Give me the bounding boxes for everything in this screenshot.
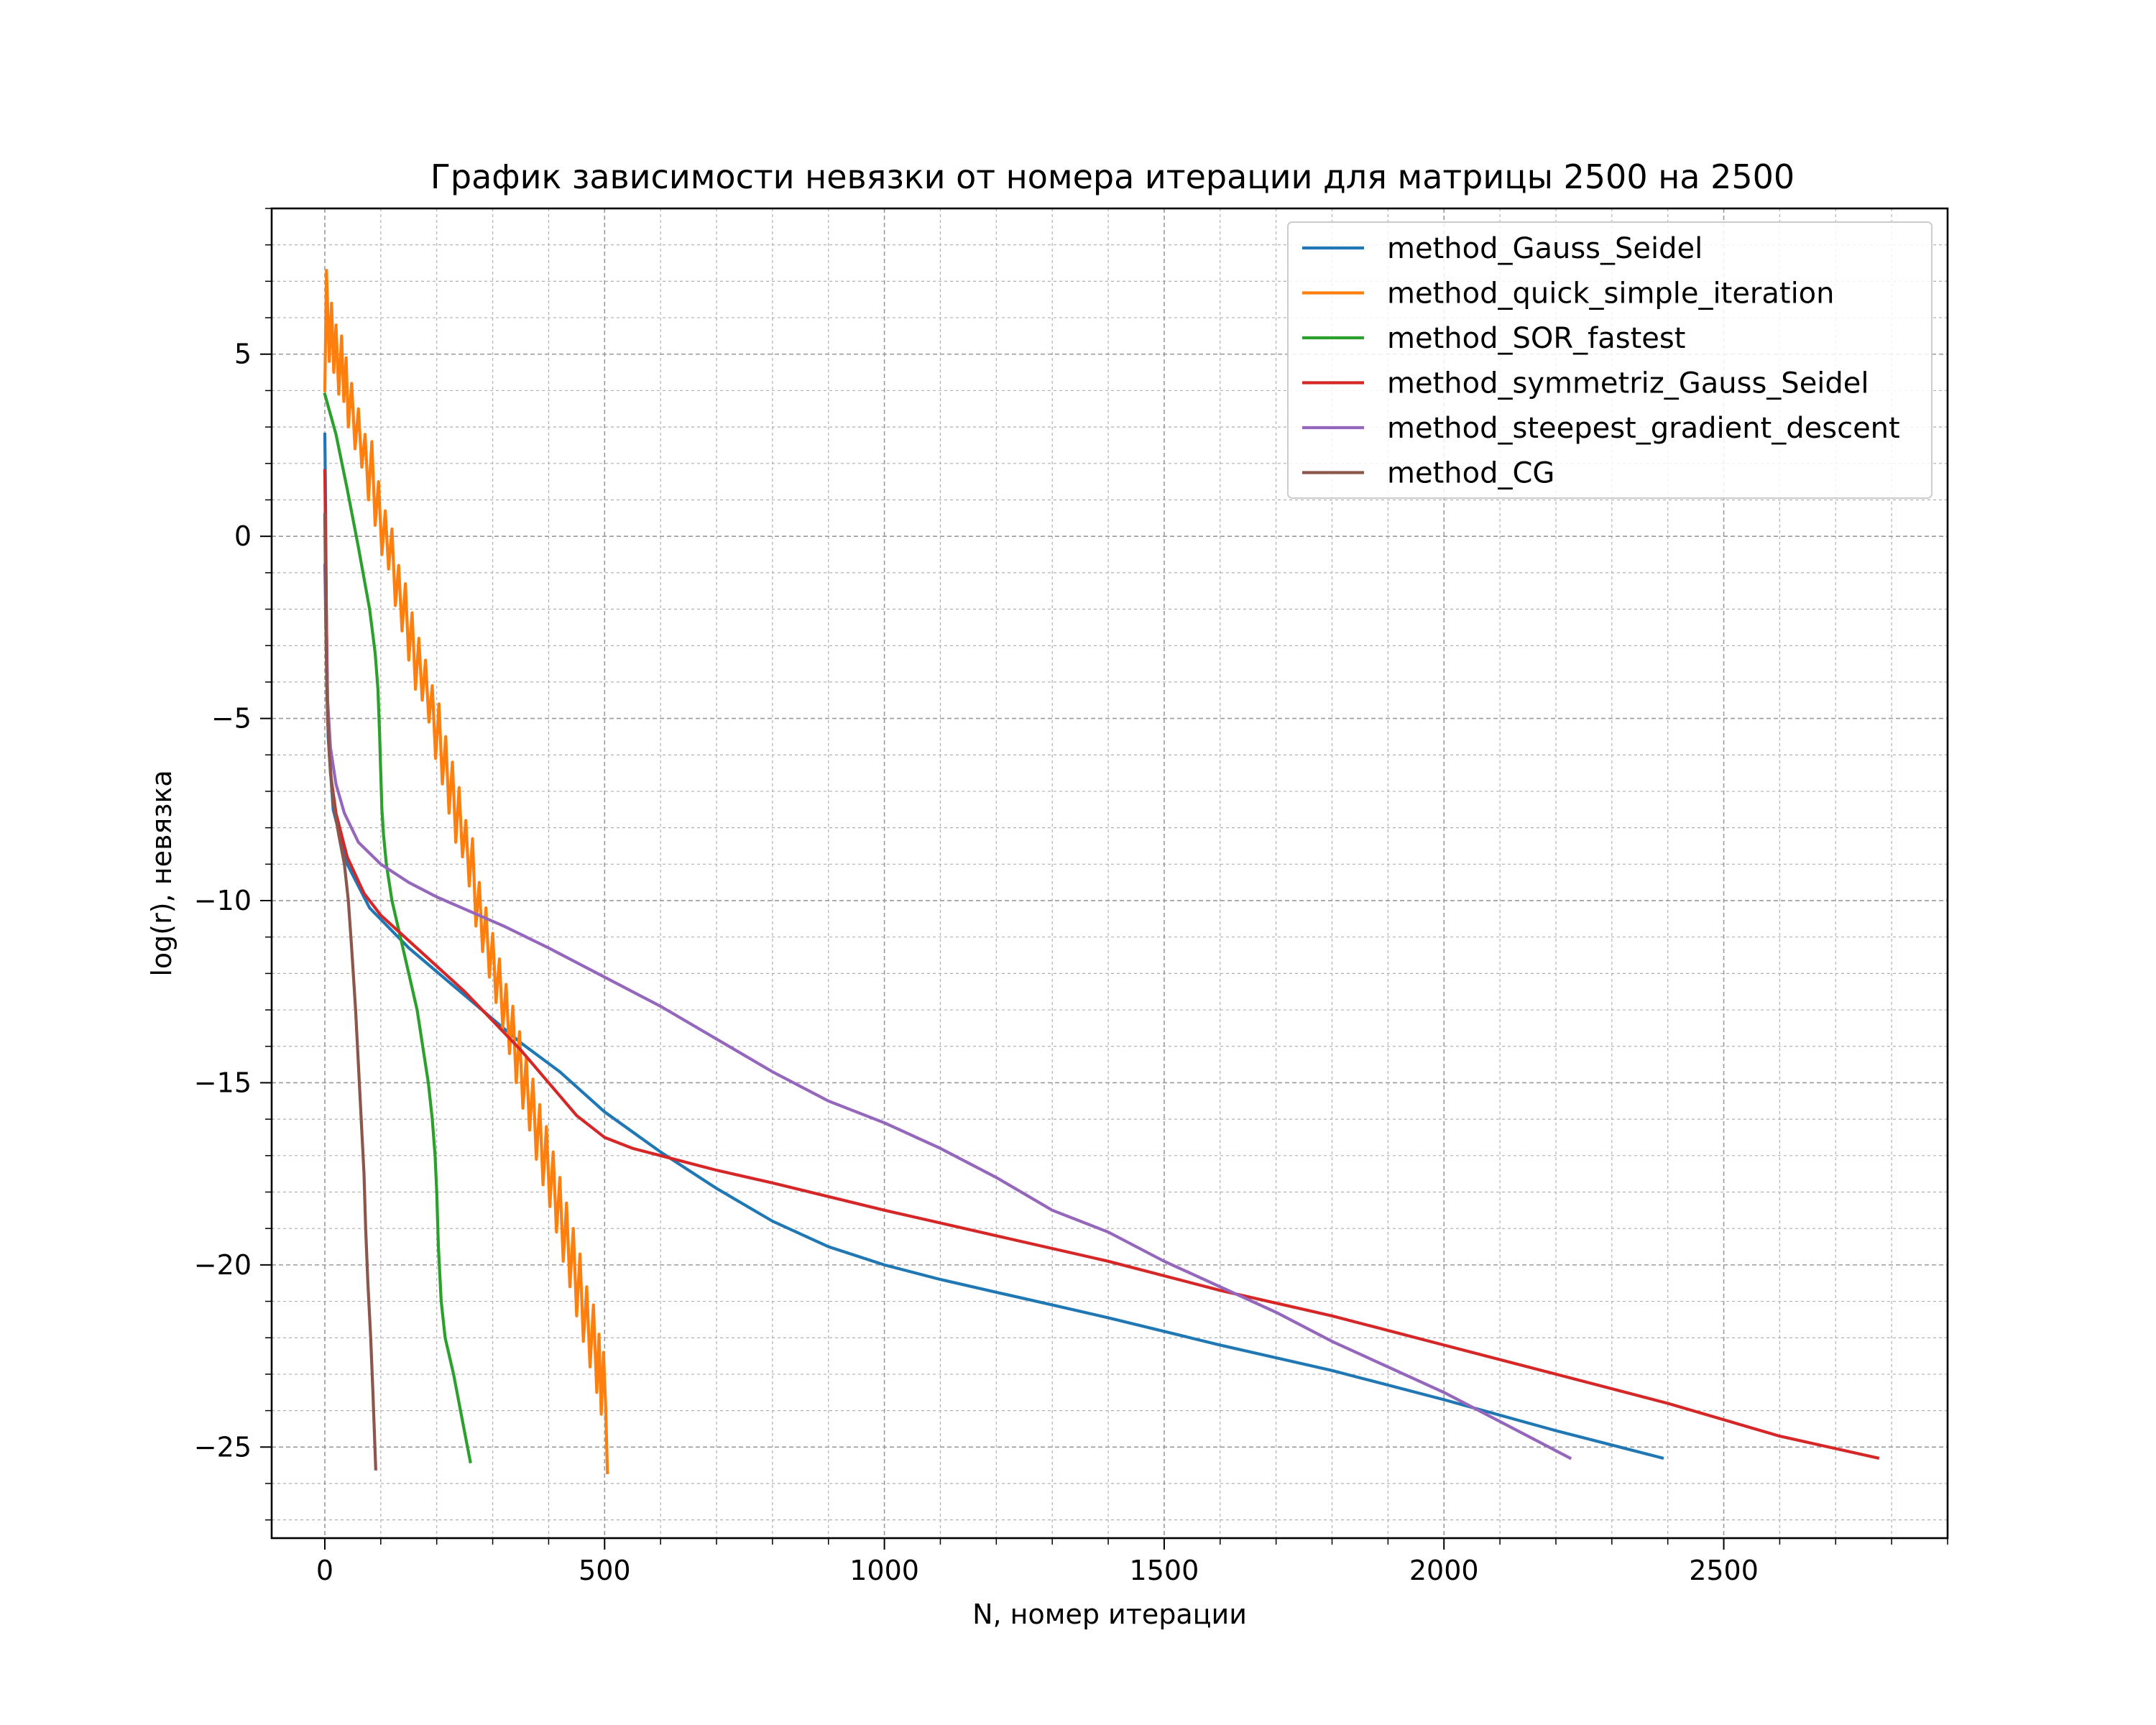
y-tick-label: 0 (234, 520, 252, 552)
series-line-method-symmetriz-gauss-seidel (323, 469, 1880, 1460)
legend-label: method_symmetriz_Gauss_Seidel (1387, 367, 1869, 400)
series-line-method-steepest-gradient-descent (323, 564, 1572, 1460)
legend-box (1287, 221, 1932, 499)
legend-label: method_quick_simple_iteration (1387, 277, 1835, 310)
x-tick-label: 2000 (1409, 1555, 1479, 1586)
y-tick-label: 5 (234, 339, 252, 370)
x-tick-label: 1500 (1130, 1555, 1199, 1586)
x-tick-label: 2500 (1689, 1555, 1759, 1586)
plot-lines (323, 269, 1880, 1474)
legend: method_Gauss_Seidel method_quick_simple_i… (1287, 221, 1932, 499)
legend-label: method_CG (1387, 457, 1554, 490)
series-line-method-cg (323, 512, 377, 1471)
series-line-method-gauss-seidel (323, 433, 1664, 1460)
y-tick-label: −5 (211, 703, 252, 735)
legend-label: method_SOR_fastest (1387, 322, 1685, 355)
x-axis-label: N, номер итерации (972, 1598, 1247, 1630)
y-tick-label: −15 (194, 1067, 252, 1098)
y-tick-label: −25 (194, 1431, 252, 1463)
chart-title: График зависимости невязки от номера ите… (430, 157, 1795, 196)
y-tick-label: −20 (194, 1249, 252, 1281)
plot-frame (270, 207, 1949, 1540)
y-axis-label: log(r), невязка (146, 770, 178, 976)
x-tick-label: 1000 (849, 1555, 919, 1586)
series-line-method-quick-simple-iteration (323, 269, 609, 1474)
legend-label: method_Gauss_Seidel (1387, 232, 1703, 265)
x-tick-label: 500 (579, 1555, 631, 1586)
axis-ticks: 0 500 1000 1500 2000 2500 5 0 −5 −10 −15 −20 −25 (194, 208, 1948, 1586)
series-line-method-sor-fastest (323, 392, 472, 1464)
x-tick-label: 0 (316, 1555, 333, 1586)
y-tick-label: −10 (194, 885, 252, 916)
legend-label: method_steepest_gradient_descent (1387, 412, 1900, 445)
